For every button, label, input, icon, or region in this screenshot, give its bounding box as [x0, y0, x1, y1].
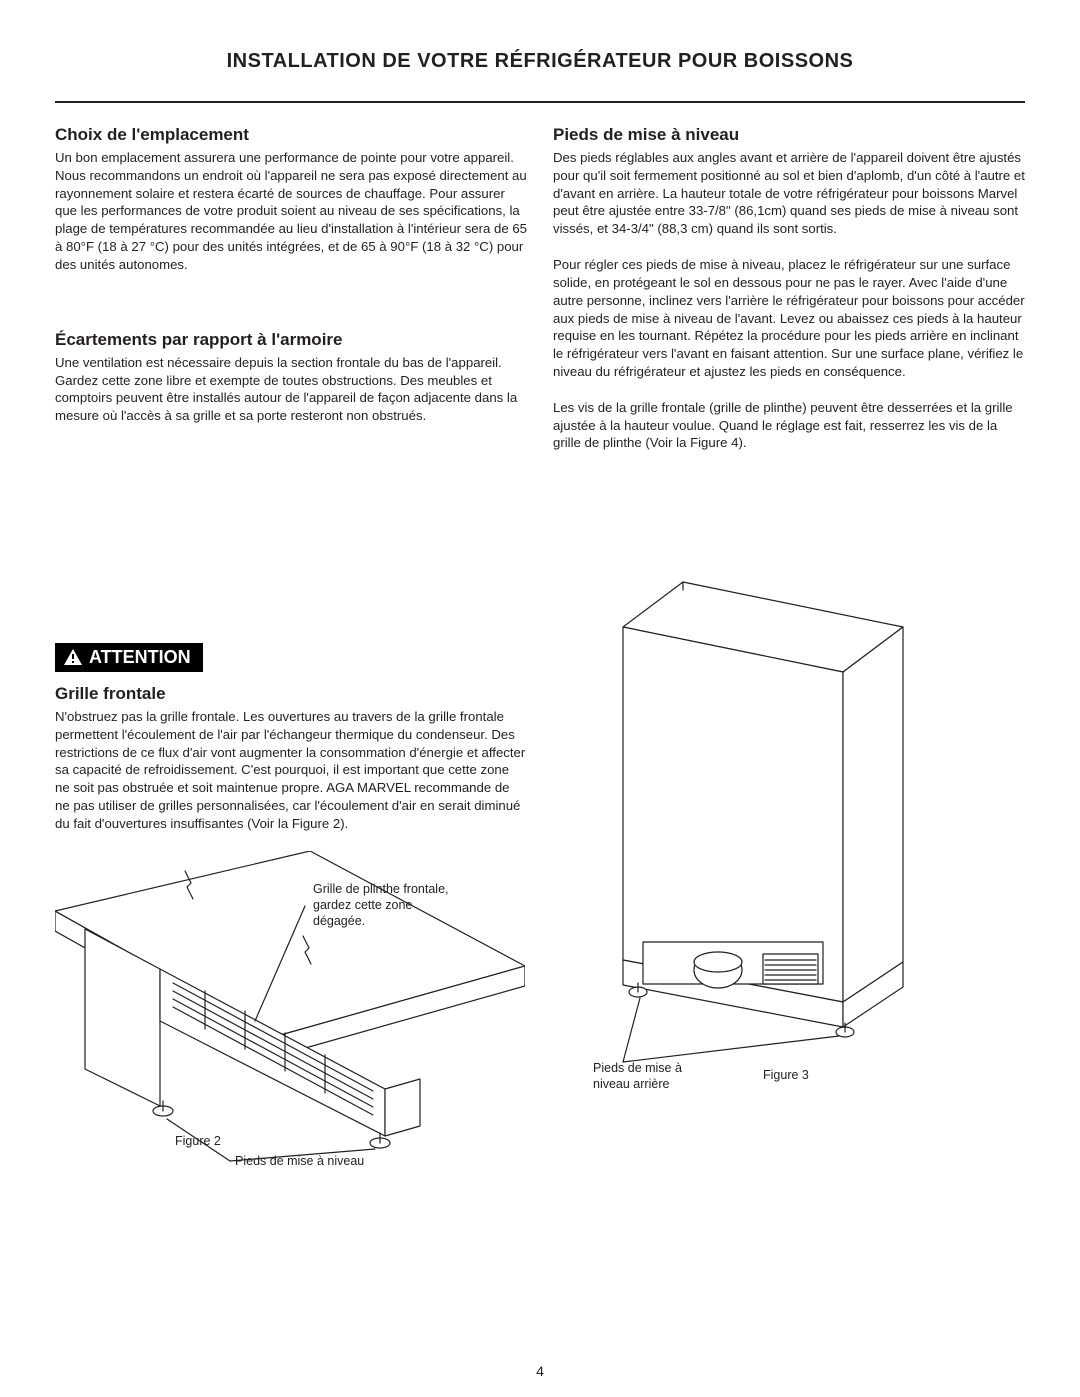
heading-grille: Grille frontale: [55, 684, 527, 704]
page-number: 4: [0, 1363, 1080, 1379]
body-leveling-p1: Des pieds réglables aux angles avant et …: [553, 149, 1025, 238]
section-location: Choix de l'emplacement Un bon emplacemen…: [55, 125, 527, 274]
body-leveling-p2: Pour régler ces pieds de mise à niveau, …: [553, 256, 1025, 381]
heading-location: Choix de l'emplacement: [55, 125, 527, 145]
warning-triangle-icon: [63, 648, 83, 666]
heading-clearance: Écartements par rapport à l'armoire: [55, 330, 527, 350]
section-grille: Grille frontale N'obstruez pas la grille…: [55, 684, 527, 833]
attention-label: ATTENTION: [89, 647, 191, 668]
left-column: Choix de l'emplacement Un bon emplacemen…: [55, 125, 527, 1171]
figure-3-diagram: [553, 572, 1023, 1092]
figure-3-feet-label: Pieds de mise à niveau arrière: [593, 1060, 713, 1093]
body-clearance: Une ventilation est nécessaire depuis la…: [55, 354, 527, 425]
title-divider: [55, 101, 1025, 103]
section-leveling: Pieds de mise à niveau Des pieds réglabl…: [553, 125, 1025, 452]
page-title: INSTALLATION DE VOTRE RÉFRIGÉRATEUR POUR…: [55, 50, 1025, 73]
body-leveling-p3: Les vis de la grille frontale (grille de…: [553, 399, 1025, 452]
section-clearance: Écartements par rapport à l'armoire Une …: [55, 330, 527, 425]
figure-3-caption: Figure 3: [763, 1067, 809, 1083]
figure-3: Pieds de mise à niveau arrière Figure 3: [553, 572, 1025, 1112]
figure-2-feet-label: Pieds de mise à niveau: [235, 1153, 364, 1169]
body-location: Un bon emplacement assurera une performa…: [55, 149, 527, 274]
figure-2-caption: Figure 2: [175, 1133, 221, 1149]
heading-leveling: Pieds de mise à niveau: [553, 125, 1025, 145]
right-column: Pieds de mise à niveau Des pieds réglabl…: [553, 125, 1025, 1171]
body-grille: N'obstruez pas la grille frontale. Les o…: [55, 708, 527, 833]
attention-badge: ATTENTION: [55, 643, 203, 672]
two-column-layout: Choix de l'emplacement Un bon emplacemen…: [55, 125, 1025, 1171]
figure-2: Grille de plinthe frontale, gardez cette…: [55, 851, 527, 1171]
figure-2-callout: Grille de plinthe frontale, gardez cette…: [313, 881, 463, 930]
